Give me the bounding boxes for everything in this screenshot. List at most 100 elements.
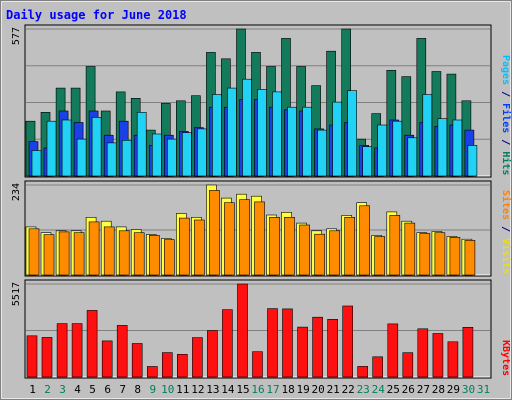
- panel-kbytes: 5517 KBytes: [11, 279, 511, 379]
- panel-visits-legend-part: /: [500, 220, 511, 238]
- x-tick-label-day-16: 16: [251, 383, 264, 396]
- bar-pages-day-11: [182, 132, 192, 177]
- x-tick-label-day-29: 29: [447, 383, 460, 396]
- bar-pages-day-26: [407, 137, 418, 177]
- bar-pages-day-19: [302, 106, 312, 177]
- bar-pages-day-4: [76, 138, 87, 177]
- bar-pages-day-10: [167, 138, 177, 177]
- x-tick-label-day-27: 27: [417, 383, 430, 396]
- bar-kbytes-day-21: [327, 318, 338, 378]
- x-tick-label-day-6: 6: [104, 383, 111, 396]
- bar-sites-day-5: [88, 221, 100, 276]
- bar-sites-day-24: [374, 236, 386, 276]
- bar-sites-day-10: [164, 239, 175, 276]
- x-tick-label-day-10: 10: [161, 383, 174, 396]
- x-tick-label-day-30: 30: [462, 383, 475, 396]
- panel-kbytes-legend: KBytes: [500, 340, 511, 376]
- x-tick-label-day-8: 8: [134, 383, 141, 396]
- bar-kbytes-day-14: [222, 309, 233, 378]
- bar-kbytes-day-23: [357, 366, 369, 378]
- bar-pages-day-14: [227, 87, 237, 177]
- panel-visits-ymax-label: 234: [11, 183, 22, 201]
- bar-sites-day-23: [359, 205, 371, 276]
- bar-sites-day-27: [419, 233, 431, 276]
- bar-sites-day-30: [464, 240, 476, 276]
- panel-visits-legend: Sites / Visits: [500, 190, 512, 274]
- bar-sites-day-8: [133, 232, 145, 276]
- x-tick-label-day-26: 26: [402, 383, 415, 396]
- bar-sites-day-26: [404, 222, 416, 276]
- x-tick-label-day-11: 11: [176, 383, 189, 396]
- bar-pages-day-1: [31, 150, 42, 177]
- chart-panels: 577 Pages / Files / Hits 234 Sites / Visits…: [11, 24, 512, 379]
- bar-kbytes-day-8: [131, 343, 143, 378]
- bar-kbytes-day-12: [192, 337, 203, 378]
- x-tick-label-day-4: 4: [74, 383, 81, 396]
- bar-sites-day-20: [314, 233, 325, 276]
- bar-pages-day-25: [392, 120, 403, 177]
- x-axis-labels: 1 2 3 4 5 6 7 8 9 10 11 12 13 14 15 16 17 18 19 20 21 22 23 24 2…: [29, 383, 490, 396]
- panel-hits-legend-part: Hits: [500, 151, 512, 175]
- bar-pages-day-23: [362, 146, 373, 177]
- bar-kbytes-day-29: [447, 341, 459, 378]
- bar-pages-day-28: [437, 118, 448, 177]
- bar-pages-day-15: [242, 78, 252, 177]
- x-tick-label-day-22: 22: [342, 383, 355, 396]
- bar-kbytes-day-25: [387, 323, 399, 378]
- chart-title: Daily usage for June 2018: [6, 8, 187, 22]
- bar-sites-day-3: [58, 231, 70, 276]
- bar-kbytes-day-5: [86, 310, 98, 378]
- x-tick-label-day-13: 13: [206, 383, 219, 396]
- x-tick-label-day-25: 25: [387, 383, 400, 396]
- bar-kbytes-day-16: [252, 351, 263, 378]
- bar-kbytes-day-13: [207, 330, 218, 378]
- x-tick-label-day-31: 31: [477, 383, 490, 396]
- x-tick-label-day-1: 1: [29, 383, 36, 396]
- bar-pages-day-17: [272, 91, 282, 177]
- bar-pages-day-30: [467, 145, 478, 177]
- bar-kbytes-day-26: [402, 352, 414, 378]
- bar-pages-day-21: [332, 101, 342, 177]
- bar-kbytes-day-6: [101, 340, 113, 378]
- x-tick-label-day-23: 23: [357, 383, 370, 396]
- bar-pages-day-5: [91, 117, 102, 177]
- panel-kbytes-legend-part: KBytes: [500, 340, 511, 376]
- bar-kbytes-day-3: [56, 323, 68, 378]
- bar-sites-day-7: [118, 230, 130, 276]
- bar-sites-day-13: [209, 190, 220, 276]
- panel-hits-legend: Pages / Files / Hits: [500, 55, 512, 175]
- x-tick-label-day-12: 12: [191, 383, 204, 396]
- bar-sites-day-22: [344, 217, 356, 276]
- bar-sites-day-15: [239, 199, 250, 276]
- panel-hits-legend-part: Files: [500, 103, 512, 133]
- bar-pages-day-20: [317, 129, 327, 177]
- bar-pages-day-8: [136, 112, 147, 177]
- panel-visits: 234 Sites / Visits: [11, 180, 512, 277]
- panel-hits-legend-part: /: [500, 133, 511, 151]
- bar-sites-day-6: [103, 226, 115, 276]
- bar-sites-day-17: [269, 217, 280, 276]
- bar-kbytes-day-19: [297, 326, 308, 378]
- x-tick-label-day-5: 5: [89, 383, 96, 396]
- x-tick-label-day-17: 17: [266, 383, 279, 396]
- bar-pages-day-3: [61, 119, 72, 177]
- panel-hits-legend-part: /: [500, 85, 511, 103]
- panel-visits-legend-part: Visits: [500, 238, 512, 274]
- bar-sites-day-4: [73, 232, 85, 276]
- bar-pages-day-16: [257, 89, 267, 177]
- bar-sites-day-16: [254, 201, 265, 276]
- bar-kbytes-day-7: [116, 325, 128, 378]
- panel-visits-legend-part: Sites: [500, 190, 512, 220]
- bar-kbytes-day-24: [372, 356, 384, 378]
- bar-sites-day-21: [329, 230, 340, 276]
- x-tick-label-day-7: 7: [119, 383, 126, 396]
- bar-sites-day-9: [149, 235, 160, 276]
- bar-pages-day-6: [106, 142, 117, 177]
- x-tick-label-day-21: 21: [327, 383, 340, 396]
- bar-kbytes-day-15: [237, 283, 248, 378]
- bar-kbytes-day-18: [282, 308, 293, 378]
- bar-pages-day-9: [152, 133, 162, 177]
- bar-kbytes-day-9: [147, 366, 158, 378]
